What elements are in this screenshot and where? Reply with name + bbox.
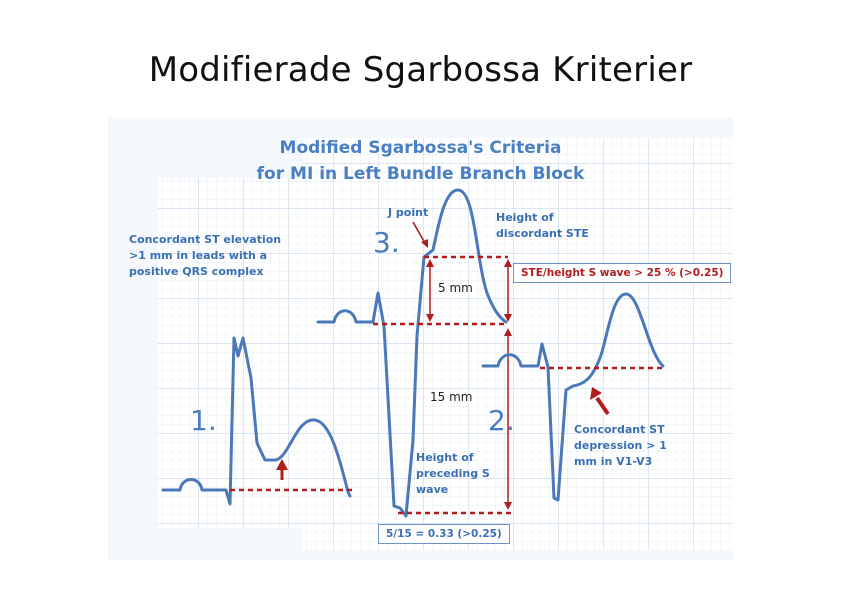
j-point-pointer-head xyxy=(421,239,428,248)
j-point-pointer xyxy=(412,221,426,244)
j-point-label: J point xyxy=(388,206,429,219)
panel2-label: Concordant ST depression > 1 mm in V1-V3 xyxy=(574,423,667,468)
ecg-trace-panel1 xyxy=(161,336,352,506)
sgarbossa-figure: Modified Sgarbossa's Criteria for MI in … xyxy=(108,118,733,560)
figure-title-line2: for MI in Left Bundle Branch Block xyxy=(256,164,585,184)
up-arrow-panel2 xyxy=(590,387,610,416)
slide-title: Modifierade Sgarbossa Kriterier xyxy=(148,50,693,90)
height-discordant-label: Height of discordant STE xyxy=(496,211,589,240)
ecg-trace-panel3 xyxy=(316,188,508,518)
panel2-number: 2. xyxy=(488,404,515,437)
five-mm-label: 5 mm xyxy=(438,281,473,295)
fifteen-mm-label: 15 mm xyxy=(430,390,473,404)
height-s-wave-label: Height of preceding S wave xyxy=(416,451,490,496)
stte-height-measure xyxy=(504,259,512,322)
ratio-criterion-box: STE/height S wave > 25 % (>0.25) xyxy=(513,263,732,283)
ecg-diagram xyxy=(158,138,733,550)
calculation-box: 5/15 = 0.33 (>0.25) xyxy=(378,524,510,544)
fifteen-mm-measure xyxy=(504,328,512,510)
panel1-number: 1. xyxy=(190,404,217,437)
panel3-number: 3. xyxy=(373,226,400,259)
panel1-label: Concordant ST elevation >1 mm in leads w… xyxy=(129,233,282,278)
five-mm-measure xyxy=(426,259,434,322)
figure-title-line1: Modified Sgarbossa's Criteria xyxy=(279,138,562,158)
grid-paper xyxy=(158,138,733,550)
up-arrow-panel1 xyxy=(276,459,288,480)
